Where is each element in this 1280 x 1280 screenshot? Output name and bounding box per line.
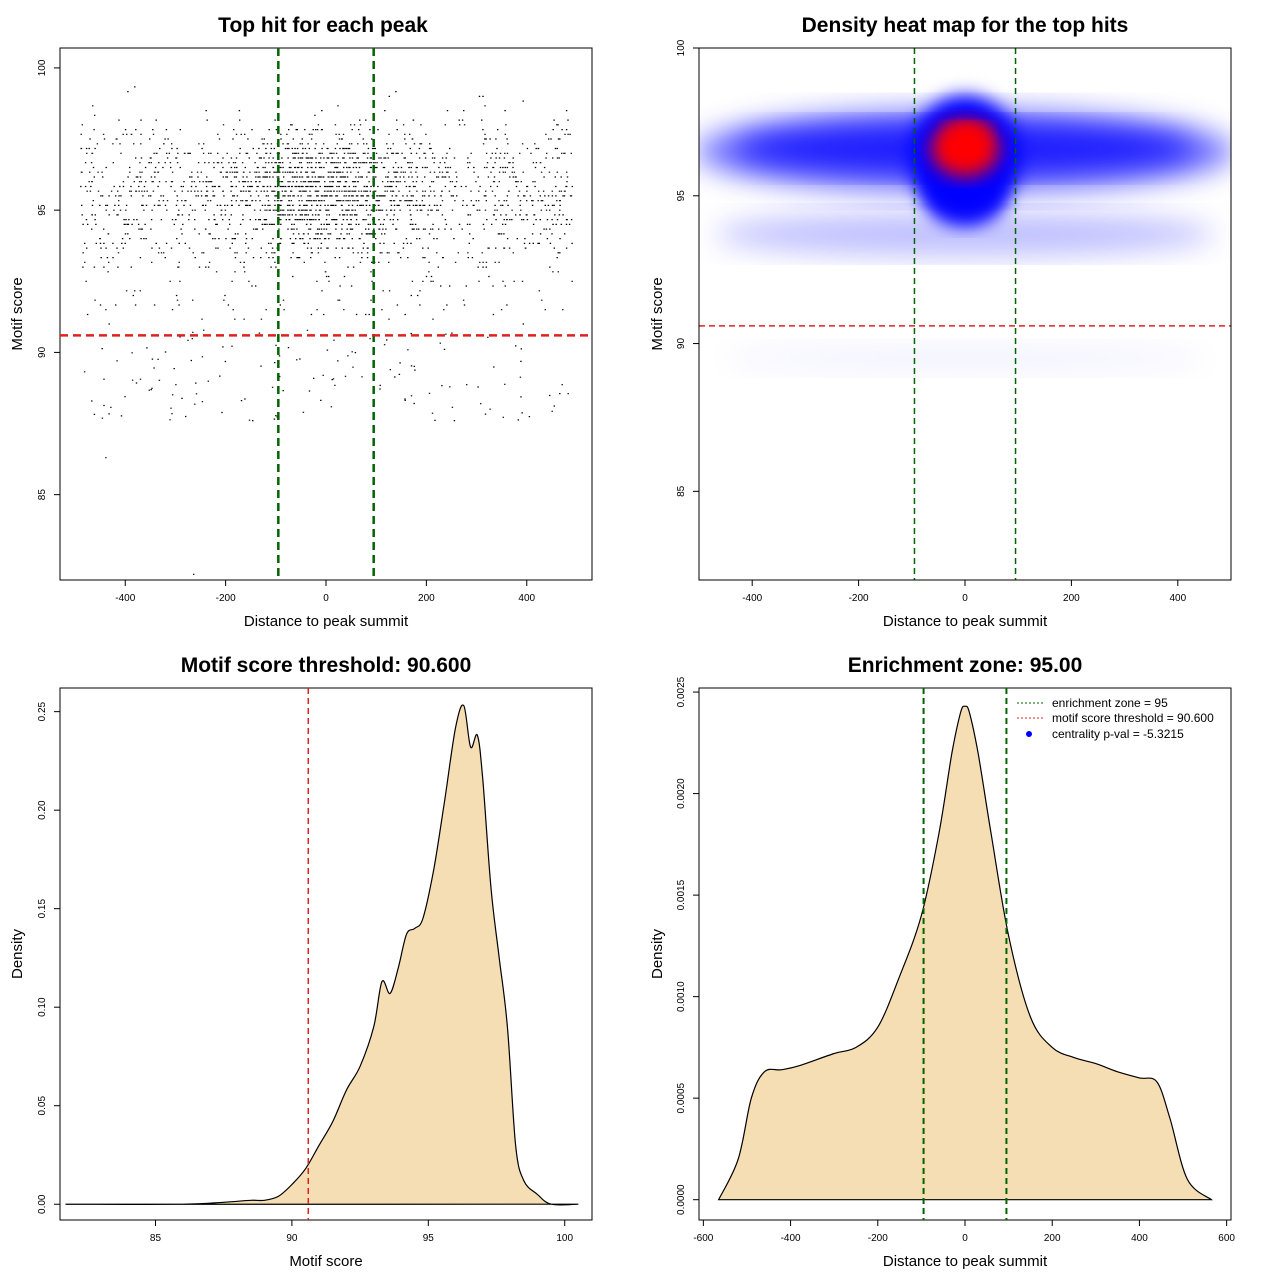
panel-2-y-tick-label: 85 <box>676 485 687 497</box>
panel-3-y-tick-label: 0.25 <box>37 701 48 721</box>
panel-1-x-tick-label: -200 <box>216 593 236 604</box>
panel-3-density-area <box>65 704 579 1206</box>
panel-2-title: Density heat map for the top hits <box>802 14 1129 37</box>
legend-label-enrichment-zone: enrichment zone = 95 <box>1052 696 1168 710</box>
panel-3-x-tick-label: 100 <box>556 1233 573 1244</box>
panel-4-x-tick-label: -200 <box>868 1233 888 1244</box>
panel-4-y-axis-label: Density <box>649 928 666 979</box>
legend-swatch-centrality-pval <box>1026 731 1032 737</box>
heatmap-center-red-top <box>945 123 990 144</box>
panel-3-y-tick-label: 0.10 <box>37 997 48 1017</box>
panel-1-x-tick-label: 400 <box>518 593 535 604</box>
panel-3-y-tick-label: 0.05 <box>37 1096 48 1116</box>
panel-4-x-tick-label: 600 <box>1218 1233 1235 1244</box>
panel-2-x-tick-label: -400 <box>742 593 762 604</box>
panel-4-y-tick-label: 0.0005 <box>676 1082 687 1113</box>
panel-2-x-tick-label: -200 <box>849 593 869 604</box>
panel-1-x-tick-label: 200 <box>418 593 435 604</box>
panel-top-hit-scatter: Top hit for each peak -400 -200 0 200 400 85… <box>9 14 593 630</box>
heatmap-center-blue-low <box>925 165 1005 226</box>
panel-1-plot-box <box>59 47 593 581</box>
panel-3-x-tick-label: 85 <box>150 1233 162 1244</box>
panel-4-y-tick-label: 0.0000 <box>676 1184 687 1215</box>
panel-3-y-axis-label: Density <box>9 928 26 979</box>
panel-4-y-tick-label: 0.0015 <box>676 879 687 910</box>
panel-1-scatter-points <box>80 86 573 575</box>
panel-4-density-area <box>717 705 1214 1201</box>
panel-enrichment-zone-density: Enrichment zone: 95.00 -600 -400 -200 0 200 4… <box>649 654 1235 1270</box>
panel-3-y-tick-label: 0.15 <box>37 899 48 919</box>
heatmap-band-lower <box>715 212 1215 257</box>
panel-motif-score-density: Motif score threshold: 90.600 85 90 95 100 … <box>9 654 593 1270</box>
panel-density-heatmap: Density heat map for the top hits -400 -2… <box>649 14 1232 630</box>
panel-3-x-tick-label: 95 <box>423 1233 435 1244</box>
panel-1-y-axis-label: Motif score <box>9 277 26 350</box>
panel-1-title: Top hit for each peak <box>218 14 428 37</box>
panel-4-x-axis-label: Distance to peak summit <box>883 1253 1048 1270</box>
panel-1-x-tick-label: 0 <box>323 593 329 604</box>
panel-4-x-tick-label: -400 <box>781 1233 801 1244</box>
panel-4-y-tick-label: 0.0010 <box>676 981 687 1012</box>
panel-2-y-tick-label: 90 <box>676 338 687 350</box>
panel-2-y-tick-label: 95 <box>676 190 687 202</box>
panel-2-x-tick-label: 200 <box>1063 593 1080 604</box>
panel-3-title: Motif score threshold: 90.600 <box>181 654 472 677</box>
panel-3-y-tick-label: 0.00 <box>37 1194 48 1214</box>
panel-1-x-tick-label: -400 <box>115 593 135 604</box>
panel-3-x-tick-label: 90 <box>286 1233 298 1244</box>
panel-4-y-tick-label: 0.0025 <box>676 676 687 707</box>
panel-3-plot-box <box>59 687 593 1221</box>
panel-4-x-tick-label: 0 <box>962 1233 968 1244</box>
legend-label-motif-threshold: motif score threshold = 90.600 <box>1052 711 1214 725</box>
panel-2-x-tick-label: 400 <box>1169 593 1186 604</box>
panel-4-x-tick-label: 200 <box>1044 1233 1061 1244</box>
heatmap-faint-tail <box>725 344 1205 373</box>
panel-2-heatmap <box>699 48 1231 580</box>
panel-3-x-axis-label: Motif score <box>289 1253 362 1270</box>
panel-1-y-tick-label: 90 <box>37 346 48 358</box>
panel-3-y-tick-label: 0.20 <box>37 800 48 820</box>
panel-1-y-tick-label: 100 <box>37 59 48 76</box>
panel-4-y-tick-label: 0.0020 <box>676 778 687 809</box>
panel-1-points <box>80 86 573 575</box>
panel-4-legend: enrichment zone = 95 motif score thresho… <box>1017 696 1214 741</box>
panel-1-y-tick-label: 95 <box>37 204 48 216</box>
legend-label-centrality-pval: centrality p-val = -5.3215 <box>1052 727 1184 741</box>
panel-4-x-tick-label: 400 <box>1131 1233 1148 1244</box>
panel-1-y-tick-label: 85 <box>37 489 48 501</box>
panel-2-y-axis-label: Motif score <box>649 277 666 350</box>
panel-2-x-tick-label: 0 <box>962 593 968 604</box>
panel-4-x-tick-label: -600 <box>693 1233 713 1244</box>
panel-2-y-tick-label: 100 <box>676 39 687 56</box>
panel-2-x-axis-label: Distance to peak summit <box>883 613 1048 630</box>
panel-1-x-axis-label: Distance to peak summit <box>244 613 409 630</box>
panel-4-title: Enrichment zone: 95.00 <box>848 654 1083 677</box>
